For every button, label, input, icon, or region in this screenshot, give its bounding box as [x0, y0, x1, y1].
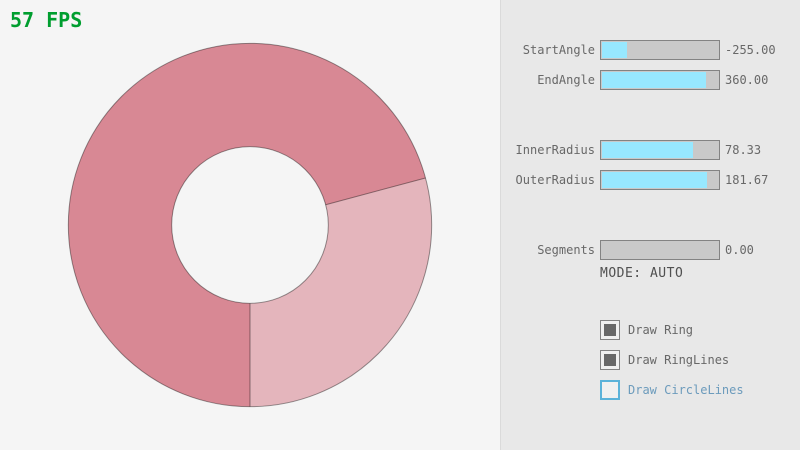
slider-endangle[interactable]	[600, 70, 720, 90]
slider-innerradius[interactable]	[600, 140, 720, 160]
slider-label-endangle: EndAngle	[537, 73, 595, 87]
checkbox-label-draw-ring: Draw Ring	[628, 323, 694, 337]
slider-fill-innerradius	[602, 142, 693, 158]
slider-fill-outerradius	[602, 172, 708, 188]
check-mark-icon	[604, 324, 616, 336]
slider-value-outerradius: 181.67	[725, 173, 769, 187]
checkbox-label-draw-circlelines: Draw CircleLines	[628, 383, 744, 397]
slider-value-segments: 0.00	[725, 243, 754, 257]
slider-fill-startangle	[602, 42, 628, 58]
slider-value-endangle: 360.00	[725, 73, 769, 87]
ring-chart	[67, 42, 433, 408]
slider-label-segments: Segments	[537, 243, 595, 257]
slider-outerradius[interactable]	[600, 170, 720, 190]
mode-label: MODE: AUTO	[600, 266, 684, 281]
checkbox-draw-ringlines[interactable]	[600, 350, 620, 370]
checkbox-draw-circlelines[interactable]	[600, 380, 620, 400]
slider-segments[interactable]	[600, 240, 720, 260]
slider-label-innerradius: InnerRadius	[515, 143, 595, 157]
checkbox-label-draw-ringlines: Draw RingLines	[628, 353, 730, 367]
check-mark-icon	[604, 354, 616, 366]
slider-fill-endangle	[602, 72, 707, 88]
fps-counter: 57 FPS	[10, 8, 83, 32]
checkbox-draw-ring[interactable]	[600, 320, 620, 340]
slider-label-outerradius: OuterRadius	[515, 173, 595, 187]
slider-value-innerradius: 78.33	[725, 143, 762, 157]
slider-startangle[interactable]	[600, 40, 720, 60]
slider-label-startangle: StartAngle	[522, 43, 595, 57]
slider-value-startangle: -255.00	[725, 43, 776, 57]
